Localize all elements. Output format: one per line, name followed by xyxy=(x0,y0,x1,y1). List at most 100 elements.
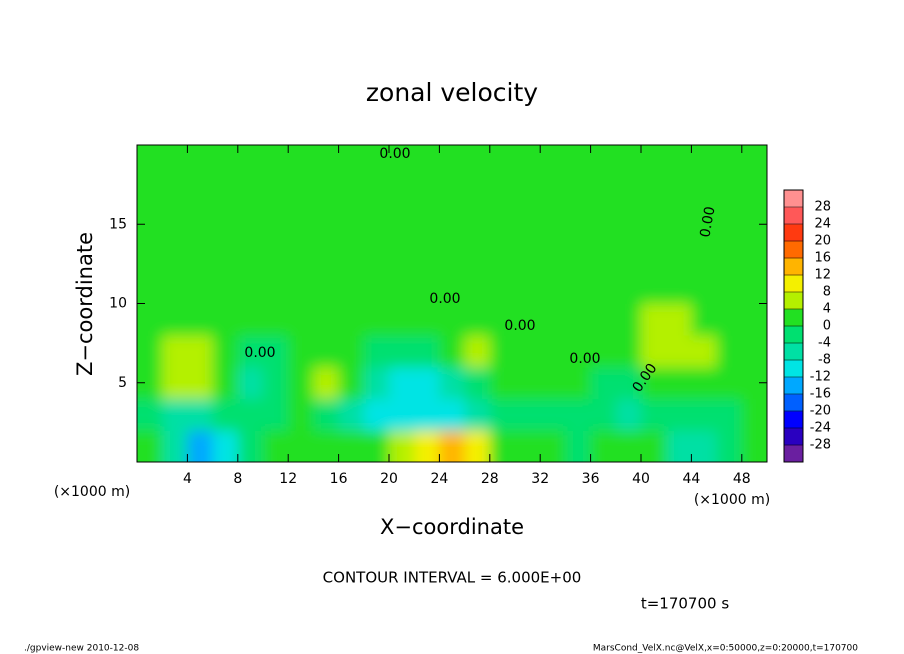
colorbar-label: -16 xyxy=(810,387,831,402)
field-cell xyxy=(565,208,592,241)
colorbar-label: -24 xyxy=(810,421,831,436)
field-cell xyxy=(540,208,566,241)
field-cell xyxy=(313,271,340,304)
field-cell xyxy=(313,430,340,462)
field-cell xyxy=(237,208,264,241)
field-cell xyxy=(263,398,289,431)
field-cell xyxy=(540,430,566,462)
colorbar-label: 24 xyxy=(814,217,831,232)
field-cell xyxy=(288,240,314,273)
field-cell xyxy=(540,335,566,368)
field-cell xyxy=(338,303,365,336)
field-cell xyxy=(641,366,667,400)
field-cell xyxy=(212,366,239,400)
field-cell xyxy=(363,303,390,336)
field-cell xyxy=(540,366,566,400)
field-cell xyxy=(666,176,692,209)
field-cell xyxy=(741,398,767,431)
field-cell xyxy=(263,303,289,336)
field-cell xyxy=(691,145,718,178)
field-cell xyxy=(363,430,390,462)
colorbar-segment xyxy=(784,377,803,395)
field-cell xyxy=(615,145,642,178)
chart-title: zonal velocity xyxy=(366,78,538,107)
field-cell xyxy=(615,240,642,273)
field-cell xyxy=(338,398,365,431)
field-cell xyxy=(641,176,667,209)
field-cell xyxy=(489,366,516,400)
field-cell xyxy=(288,176,314,209)
field-cell xyxy=(641,430,667,462)
colorbar-label: -20 xyxy=(810,404,831,419)
field-cell xyxy=(187,430,214,462)
colorbar-label: 4 xyxy=(823,302,831,317)
field-cell xyxy=(439,271,466,304)
field-cell xyxy=(691,303,718,336)
field-cell xyxy=(162,208,188,241)
field-cell xyxy=(641,240,667,273)
field-cell xyxy=(237,176,264,209)
field-cell xyxy=(363,240,390,273)
field-cell xyxy=(691,240,718,273)
field-cell xyxy=(212,398,239,431)
field-cell xyxy=(137,303,163,336)
field-cell xyxy=(515,303,541,336)
field-cell xyxy=(439,398,466,431)
field-cell xyxy=(338,208,365,241)
field-cell xyxy=(590,366,617,400)
field-cell xyxy=(288,303,314,336)
field-cell xyxy=(414,335,440,368)
colorbar-segment xyxy=(784,326,803,344)
field-cell xyxy=(464,271,491,304)
field-cell xyxy=(666,208,692,241)
x-tick-label: 16 xyxy=(330,471,348,487)
field-cell xyxy=(439,430,466,462)
field-cell xyxy=(716,176,743,209)
contour-label: 0.00 xyxy=(429,291,460,307)
field-cell xyxy=(741,240,767,273)
field-cell xyxy=(137,176,163,209)
colorbar-label: -8 xyxy=(818,353,831,368)
y-tick-label: 5 xyxy=(118,375,127,391)
field-cell xyxy=(137,335,163,368)
contour-interval: CONTOUR INTERVAL = 6.000E+00 xyxy=(323,569,582,587)
field-cell xyxy=(288,430,314,462)
x-tick-label: 32 xyxy=(531,471,549,487)
colorbar-segment xyxy=(784,411,803,429)
field-cell xyxy=(741,145,767,178)
field-cell xyxy=(590,208,617,241)
field-cell xyxy=(464,240,491,273)
field-cell xyxy=(666,303,692,336)
field-cell xyxy=(489,335,516,368)
field-cell xyxy=(641,335,667,368)
field-cell xyxy=(641,208,667,241)
field-cell xyxy=(263,430,289,462)
field-cell xyxy=(414,303,440,336)
colorbar-segment xyxy=(784,207,803,225)
field-cell xyxy=(515,208,541,241)
field-cell xyxy=(615,176,642,209)
field-cell xyxy=(565,430,592,462)
field-cell xyxy=(716,240,743,273)
field-cell xyxy=(288,208,314,241)
field-cell xyxy=(540,240,566,273)
colorbar-segment xyxy=(784,428,803,446)
x-tick-label: 40 xyxy=(632,471,650,487)
field-cell xyxy=(313,398,340,431)
field-cell xyxy=(464,398,491,431)
field-cell xyxy=(162,176,188,209)
colorbar-label: 12 xyxy=(814,268,831,283)
colorbar-segment xyxy=(784,190,803,208)
field-cell xyxy=(389,430,415,462)
field-cell xyxy=(716,366,743,400)
field-cell xyxy=(313,303,340,336)
field-cell xyxy=(590,335,617,368)
x-tick-label: 8 xyxy=(233,471,242,487)
field xyxy=(137,145,767,462)
field-cell xyxy=(212,335,239,368)
field-cell xyxy=(489,145,516,178)
field-cell xyxy=(464,176,491,209)
field-cell xyxy=(666,145,692,178)
field-cell xyxy=(237,430,264,462)
field-cell xyxy=(540,303,566,336)
